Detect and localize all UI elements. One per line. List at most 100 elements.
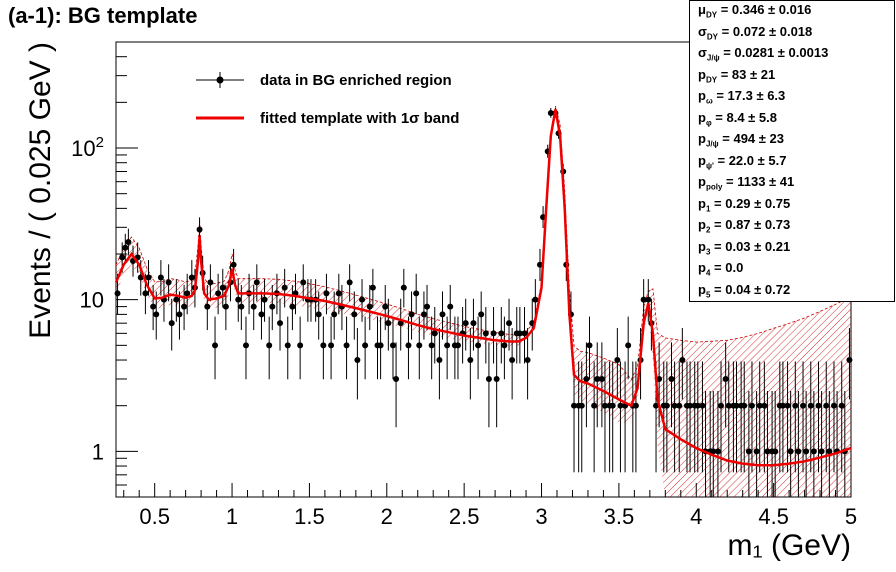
data-point (153, 311, 160, 318)
data-point (269, 303, 276, 310)
data-point (362, 342, 369, 349)
fit-parameter-row: p3 = 0.03 ± 0.21 (698, 239, 790, 257)
data-point (846, 357, 853, 364)
data-point (671, 402, 678, 409)
param-subscript: ω (705, 96, 713, 106)
param-symbol: p (698, 238, 706, 254)
x-tick-label: 0.5 (139, 504, 170, 529)
data-point (807, 402, 814, 409)
data-point (699, 402, 706, 409)
data-point (204, 303, 211, 310)
x-tick-label: 4 (690, 504, 702, 529)
data-point (393, 375, 400, 382)
data-point (645, 296, 652, 303)
data-point (656, 375, 663, 382)
data-point (694, 402, 701, 409)
param-value: = 494 ± 23 (718, 131, 784, 146)
x-tick-label: 4.5 (758, 504, 789, 529)
data-point (281, 284, 288, 291)
data-point (625, 342, 632, 349)
fit-parameter-row: p4 = 0.0 (698, 260, 743, 278)
data-point (509, 357, 516, 364)
data-point (838, 402, 845, 409)
data-point (609, 402, 616, 409)
data-point (687, 402, 694, 409)
data-point (748, 402, 755, 409)
data-point (779, 402, 786, 409)
data-point (439, 311, 446, 318)
data-point (369, 284, 376, 291)
data-point (400, 284, 407, 291)
param-value: = 0.0281 ± 0.0013 (719, 45, 829, 60)
param-symbol: p (698, 195, 706, 211)
data-point (532, 296, 539, 303)
data-point (447, 303, 454, 310)
data-point (125, 239, 132, 246)
data-point (663, 402, 670, 409)
data-point (710, 448, 717, 455)
data-point (215, 290, 222, 297)
param-subscript: 1 (705, 204, 711, 214)
param-symbol: σ (698, 45, 707, 60)
data-point (722, 375, 729, 382)
data-point (416, 342, 423, 349)
data-point (501, 342, 508, 349)
data-point (323, 290, 330, 297)
data-point (470, 320, 477, 327)
param-value: = 0.04 ± 0.72 (710, 281, 791, 297)
data-point (331, 311, 338, 318)
data-point (413, 290, 420, 297)
data-point (583, 375, 590, 382)
data-point (238, 303, 245, 310)
data-point (826, 448, 833, 455)
data-point (591, 402, 598, 409)
data-point (428, 342, 435, 349)
param-symbol: p (698, 109, 706, 125)
param-symbol: p (698, 131, 706, 146)
data-point (594, 375, 601, 382)
data-point (478, 311, 485, 318)
data-point (289, 303, 296, 310)
data-point (405, 342, 412, 349)
data-point (328, 342, 335, 349)
data-point (242, 342, 249, 349)
param-subscript: φ (705, 118, 712, 128)
param-subscript: DY (705, 10, 718, 20)
param-value: = 0.29 ± 0.75 (710, 195, 791, 211)
param-subscript: 5 (705, 290, 711, 300)
fit-parameter-row: σJ/ψ = 0.0281 ± 0.0013 (698, 45, 828, 63)
data-point (266, 342, 273, 349)
y-tick-label: 10 (80, 288, 104, 313)
param-symbol: p (698, 174, 706, 189)
param-subscript: poly (705, 182, 723, 192)
data-point (351, 311, 358, 318)
data-point (181, 303, 188, 310)
data-point (547, 110, 554, 117)
data-point (803, 448, 810, 455)
param-subscript: 2 (705, 225, 711, 235)
param-value: = 8.4 ± 5.8 (711, 109, 778, 125)
data-point (462, 320, 469, 327)
data-point (354, 357, 361, 364)
data-point (741, 402, 748, 409)
data-point (222, 303, 229, 310)
x-axis-label: m₁ (GeV) (728, 529, 851, 562)
param-subscript: DY (705, 75, 718, 85)
data-point (207, 279, 214, 286)
data-point (772, 448, 779, 455)
data-point (145, 274, 152, 281)
data-point (714, 448, 721, 455)
param-symbol: μ (698, 2, 706, 17)
data-point (300, 279, 307, 286)
data-point (725, 402, 732, 409)
fit-curve (114, 109, 852, 467)
param-value: = 17.3 ± 6.3 (712, 88, 786, 103)
param-value: = 0.346 ± 0.016 (717, 2, 812, 17)
data-point (784, 402, 791, 409)
data-point (431, 330, 438, 337)
data-point (490, 330, 497, 337)
param-subscript: J/ψ (706, 53, 720, 63)
data-point (571, 402, 578, 409)
data-point (188, 274, 195, 281)
data-point (157, 274, 164, 281)
